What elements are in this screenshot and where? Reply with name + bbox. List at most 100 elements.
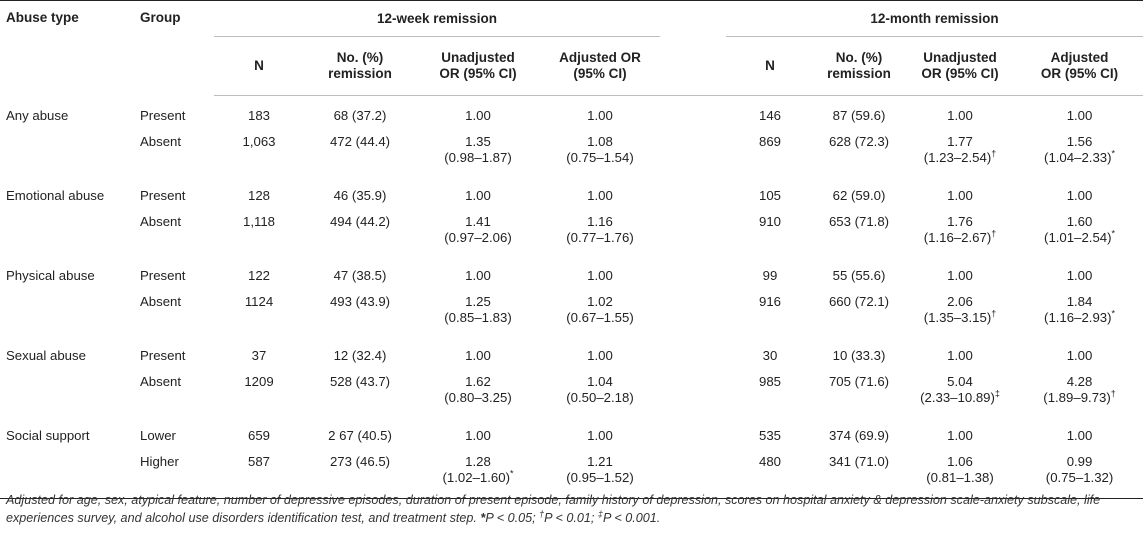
remission-week-cell: 12 (32.4) <box>333 348 387 363</box>
header-abuse-type: Abuse type <box>0 0 134 96</box>
abuse-type-cell: Sexual abuse <box>6 348 86 363</box>
table-row: Physical abuse Present 122 47 (38.5) 1.00 1.0… <box>0 258 1143 293</box>
adjusted-or-month-cell: 1.56 (1.04–2.33)* <box>1044 134 1116 165</box>
n-month-cell: 916 <box>759 294 782 309</box>
group-cell: Present <box>140 268 186 283</box>
n-month-cell: 146 <box>759 108 782 123</box>
n-week-cell: 1209 <box>244 374 274 389</box>
adjusted-or-week-cell: 1.00 <box>587 188 613 203</box>
table-footnote: Adjusted for age, sex, atypical feature,… <box>6 491 1136 527</box>
unadjusted-or-month-cell: 1.77 (1.23–2.54)† <box>923 134 997 165</box>
footnote-sig1-text: P < 0.05; <box>485 511 540 525</box>
gap-cell <box>660 293 726 338</box>
abuse-type-cell <box>0 213 134 258</box>
abuse-type-cell <box>0 293 134 338</box>
unadjusted-or-week-cell: 1.62 (0.80–3.25) <box>444 374 512 405</box>
n-week-cell: 37 <box>251 348 267 363</box>
adjusted-or-week-cell: 1.04 (0.50–2.18) <box>566 374 634 405</box>
footnote-sig3-text: P < 0.001. <box>602 511 661 525</box>
remission-month-cell: 87 (59.6) <box>832 108 886 123</box>
gap-cell <box>660 258 726 293</box>
remission-table: Abuse type Group 12-week remission 12-mo… <box>0 0 1143 499</box>
gap-cell <box>660 213 726 258</box>
adjusted-or-month-cell: 1.00 <box>1066 348 1093 363</box>
footnote-sig2-symbol: † <box>539 508 545 519</box>
unadjusted-or-month-cell: 1.00 <box>947 108 973 123</box>
n-week-cell: 1,063 <box>242 134 276 149</box>
gap-cell <box>660 178 726 213</box>
remission-month-cell: 341 (71.0) <box>814 453 905 499</box>
remission-month-cell: 705 (71.6) <box>828 374 890 389</box>
adjusted-or-week-cell: 1.00 <box>587 108 613 123</box>
n-week-cell: 1,118 <box>242 214 276 229</box>
group-cell: Higher <box>134 453 214 499</box>
group-cell: Present <box>140 188 186 203</box>
header-remission-week: No. (%) remission <box>304 36 416 96</box>
header-gap <box>660 0 727 37</box>
n-month-cell: 910 <box>759 214 782 229</box>
adjusted-or-month-cell: 0.99 (0.75–1.32) <box>1016 453 1143 499</box>
unadjusted-or-month-cell: 5.04 (2.33–10.89)‡ <box>920 374 1000 405</box>
n-week-cell: 183 <box>247 108 270 123</box>
n-week-cell: 587 <box>214 453 304 499</box>
remission-week-cell: 46 (35.9) <box>333 188 387 203</box>
remission-week-cell: 528 (43.7) <box>329 374 391 389</box>
remission-month-cell: 660 (72.1) <box>828 294 890 309</box>
remission-month-cell: 10 (33.3) <box>832 348 886 363</box>
unadjusted-or-week-cell: 1.35 (0.98–1.87) <box>444 134 512 165</box>
adjusted-or-week-cell: 1.08 (0.75–1.54) <box>566 134 634 165</box>
header-12-month: 12-month remission <box>726 0 1143 37</box>
group-cell: Present <box>140 348 186 363</box>
remission-month-cell: 62 (59.0) <box>832 188 886 203</box>
abuse-type-cell <box>0 373 134 418</box>
group-cell: Absent <box>140 294 182 309</box>
n-month-cell: 105 <box>759 188 782 203</box>
abuse-type-cell <box>0 133 134 178</box>
table-row: Emotional abuse Present 128 46 (35.9) 1.00 1.… <box>0 178 1143 213</box>
n-month-cell: 99 <box>762 268 778 283</box>
gap-cell <box>660 418 726 453</box>
abuse-type-cell: Any abuse <box>6 107 69 123</box>
n-month-cell: 985 <box>759 374 782 389</box>
remission-month-cell: 55 (55.6) <box>832 268 886 283</box>
remission-week-cell: 494 (44.2) <box>329 214 391 229</box>
n-month-cell: 480 <box>726 453 815 499</box>
group-cell: Lower <box>140 428 176 443</box>
table-row: Absent 1209 528 (43.7) 1.62 (0.80–3.25) 1.04(… <box>0 373 1143 418</box>
gap-cell <box>660 373 726 418</box>
footnote-sig2-text: P < 0.01; <box>544 511 598 525</box>
footnote-sig3-symbol: ‡ <box>597 508 603 519</box>
unadjusted-or-month-cell: 1.00 <box>947 428 973 443</box>
footnote-sig1-symbol: * <box>480 511 486 525</box>
remission-week-cell: 68 (37.2) <box>333 108 387 123</box>
n-week-cell: 128 <box>247 188 270 203</box>
unadjusted-or-week-cell: 1.00 <box>465 348 491 363</box>
adjusted-or-week-cell: 1.16 (0.77–1.76) <box>566 214 634 245</box>
gap-cell <box>660 96 726 134</box>
unadjusted-or-month-cell: 1.00 <box>947 188 973 203</box>
unadjusted-or-week-cell: 1.41 (0.97–2.06) <box>444 214 512 245</box>
header-adjusted-week: Adjusted OR (95% CI) <box>540 36 661 96</box>
header-gap-2 <box>660 36 727 96</box>
unadjusted-or-month-cell: 1.76 (1.16–2.67)† <box>923 214 997 245</box>
header-12-week: 12-week remission <box>214 0 661 37</box>
header-n-month: N <box>726 36 815 96</box>
group-cell: Absent <box>140 134 182 149</box>
unadjusted-or-month-cell: 2.06 (1.35–3.15)† <box>923 294 997 325</box>
unadjusted-or-week-cell: 1.00 <box>465 188 491 203</box>
unadjusted-or-month-cell: 1.00 <box>947 348 973 363</box>
adjusted-or-week-cell: 1.02 (0.67–1.55) <box>566 294 634 325</box>
table-row: Sexual abuse Present 37 12 (32.4) 1.00 1.00 30… <box>0 338 1143 373</box>
header-unadjusted-week: Unadjusted OR (95% CI) <box>416 36 540 96</box>
remission-week-cell: 493 (43.9) <box>329 294 391 309</box>
table-row: Absent 1124 493 (43.9) 1.25 (0.85–1.83) 1.02(… <box>0 293 1143 338</box>
gap-cell <box>660 133 726 178</box>
unadjusted-or-month-cell: 1.00 <box>947 268 973 283</box>
remission-week-cell: 47 (38.5) <box>333 268 387 283</box>
adjusted-or-week-cell: 1.00 <box>587 268 613 283</box>
unadjusted-or-week-cell: 1.28 (1.02–1.60)* <box>416 453 540 499</box>
n-week-cell: 122 <box>247 268 270 283</box>
adjusted-or-month-cell: 1.84 (1.16–2.93)* <box>1044 294 1116 325</box>
n-month-cell: 30 <box>762 348 778 363</box>
unadjusted-or-week-cell: 1.25 (0.85–1.83) <box>444 294 512 325</box>
